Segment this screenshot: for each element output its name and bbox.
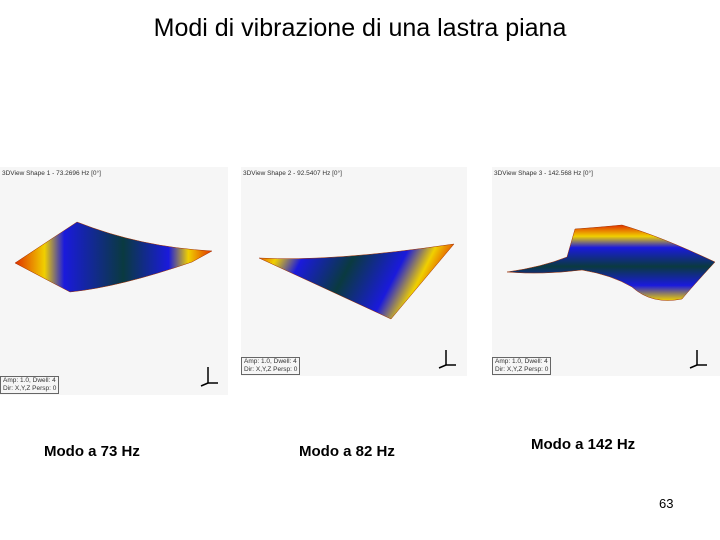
axis-triad-icon — [438, 350, 456, 369]
info-amp: Amp: 1.0, Dwell: 4 — [3, 377, 56, 384]
panel-header: 3DView Shape 3 - 142.568 Hz [0°] — [494, 170, 593, 177]
mode-shape-plot-1 — [14, 221, 218, 387]
panel-header: 3DView Shape 2 - 92.5407 Hz [0°] — [243, 170, 342, 177]
mode-shape-panel-2: 3DView Shape 2 - 92.5407 Hz [0°] Amp: 1.… — [241, 167, 467, 376]
info-dir: Dir: X,Y,Z Persp: 0 — [3, 385, 57, 392]
mode-shape-panel-1: 3DView Shape 1 - 73.2696 Hz [0°] Amp: 1.… — [0, 167, 228, 395]
info-amp: Amp: 1.0, Dwell: 4 — [495, 358, 548, 365]
panel-info: Amp: 1.0, Dwell: 4 Dir: X,Y,Z Persp: 0 — [0, 376, 60, 394]
panel-header: 3DView Shape 1 - 73.2696 Hz [0°] — [2, 170, 101, 177]
slide-title: Modi di vibrazione di una lastra piana — [153, 14, 567, 42]
panel-info: Amp: 1.0, Dwell: 4 Dir: X,Y,Z Persp: 0 — [492, 357, 552, 375]
caption-mode-2: Modo a 82 Hz — [299, 443, 395, 460]
mode-shape-plot-3 — [506, 224, 716, 369]
mode-shape-panel-3: 3DView Shape 3 - 142.568 Hz [0°] Amp: 1.… — [492, 167, 720, 376]
info-dir: Dir: X,Y,Z Persp: 0 — [495, 366, 549, 373]
axis-triad-icon — [689, 350, 707, 369]
mode-shape-plot-2 — [258, 243, 456, 369]
axis-triad-icon — [200, 367, 218, 387]
panel-info: Amp: 1.0, Dwell: 4 Dir: X,Y,Z Persp: 0 — [241, 357, 301, 375]
info-dir: Dir: X,Y,Z Persp: 0 — [244, 366, 298, 373]
info-amp: Amp: 1.0, Dwell: 4 — [244, 358, 297, 365]
caption-mode-3: Modo a 142 Hz — [531, 436, 636, 453]
page-number: 63 — [659, 496, 674, 511]
caption-mode-1: Modo a 73 Hz — [44, 443, 140, 460]
